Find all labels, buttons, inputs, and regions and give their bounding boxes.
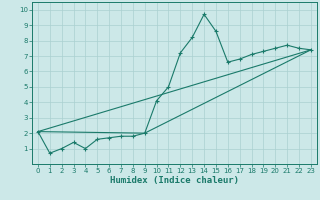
X-axis label: Humidex (Indice chaleur): Humidex (Indice chaleur) <box>110 176 239 185</box>
